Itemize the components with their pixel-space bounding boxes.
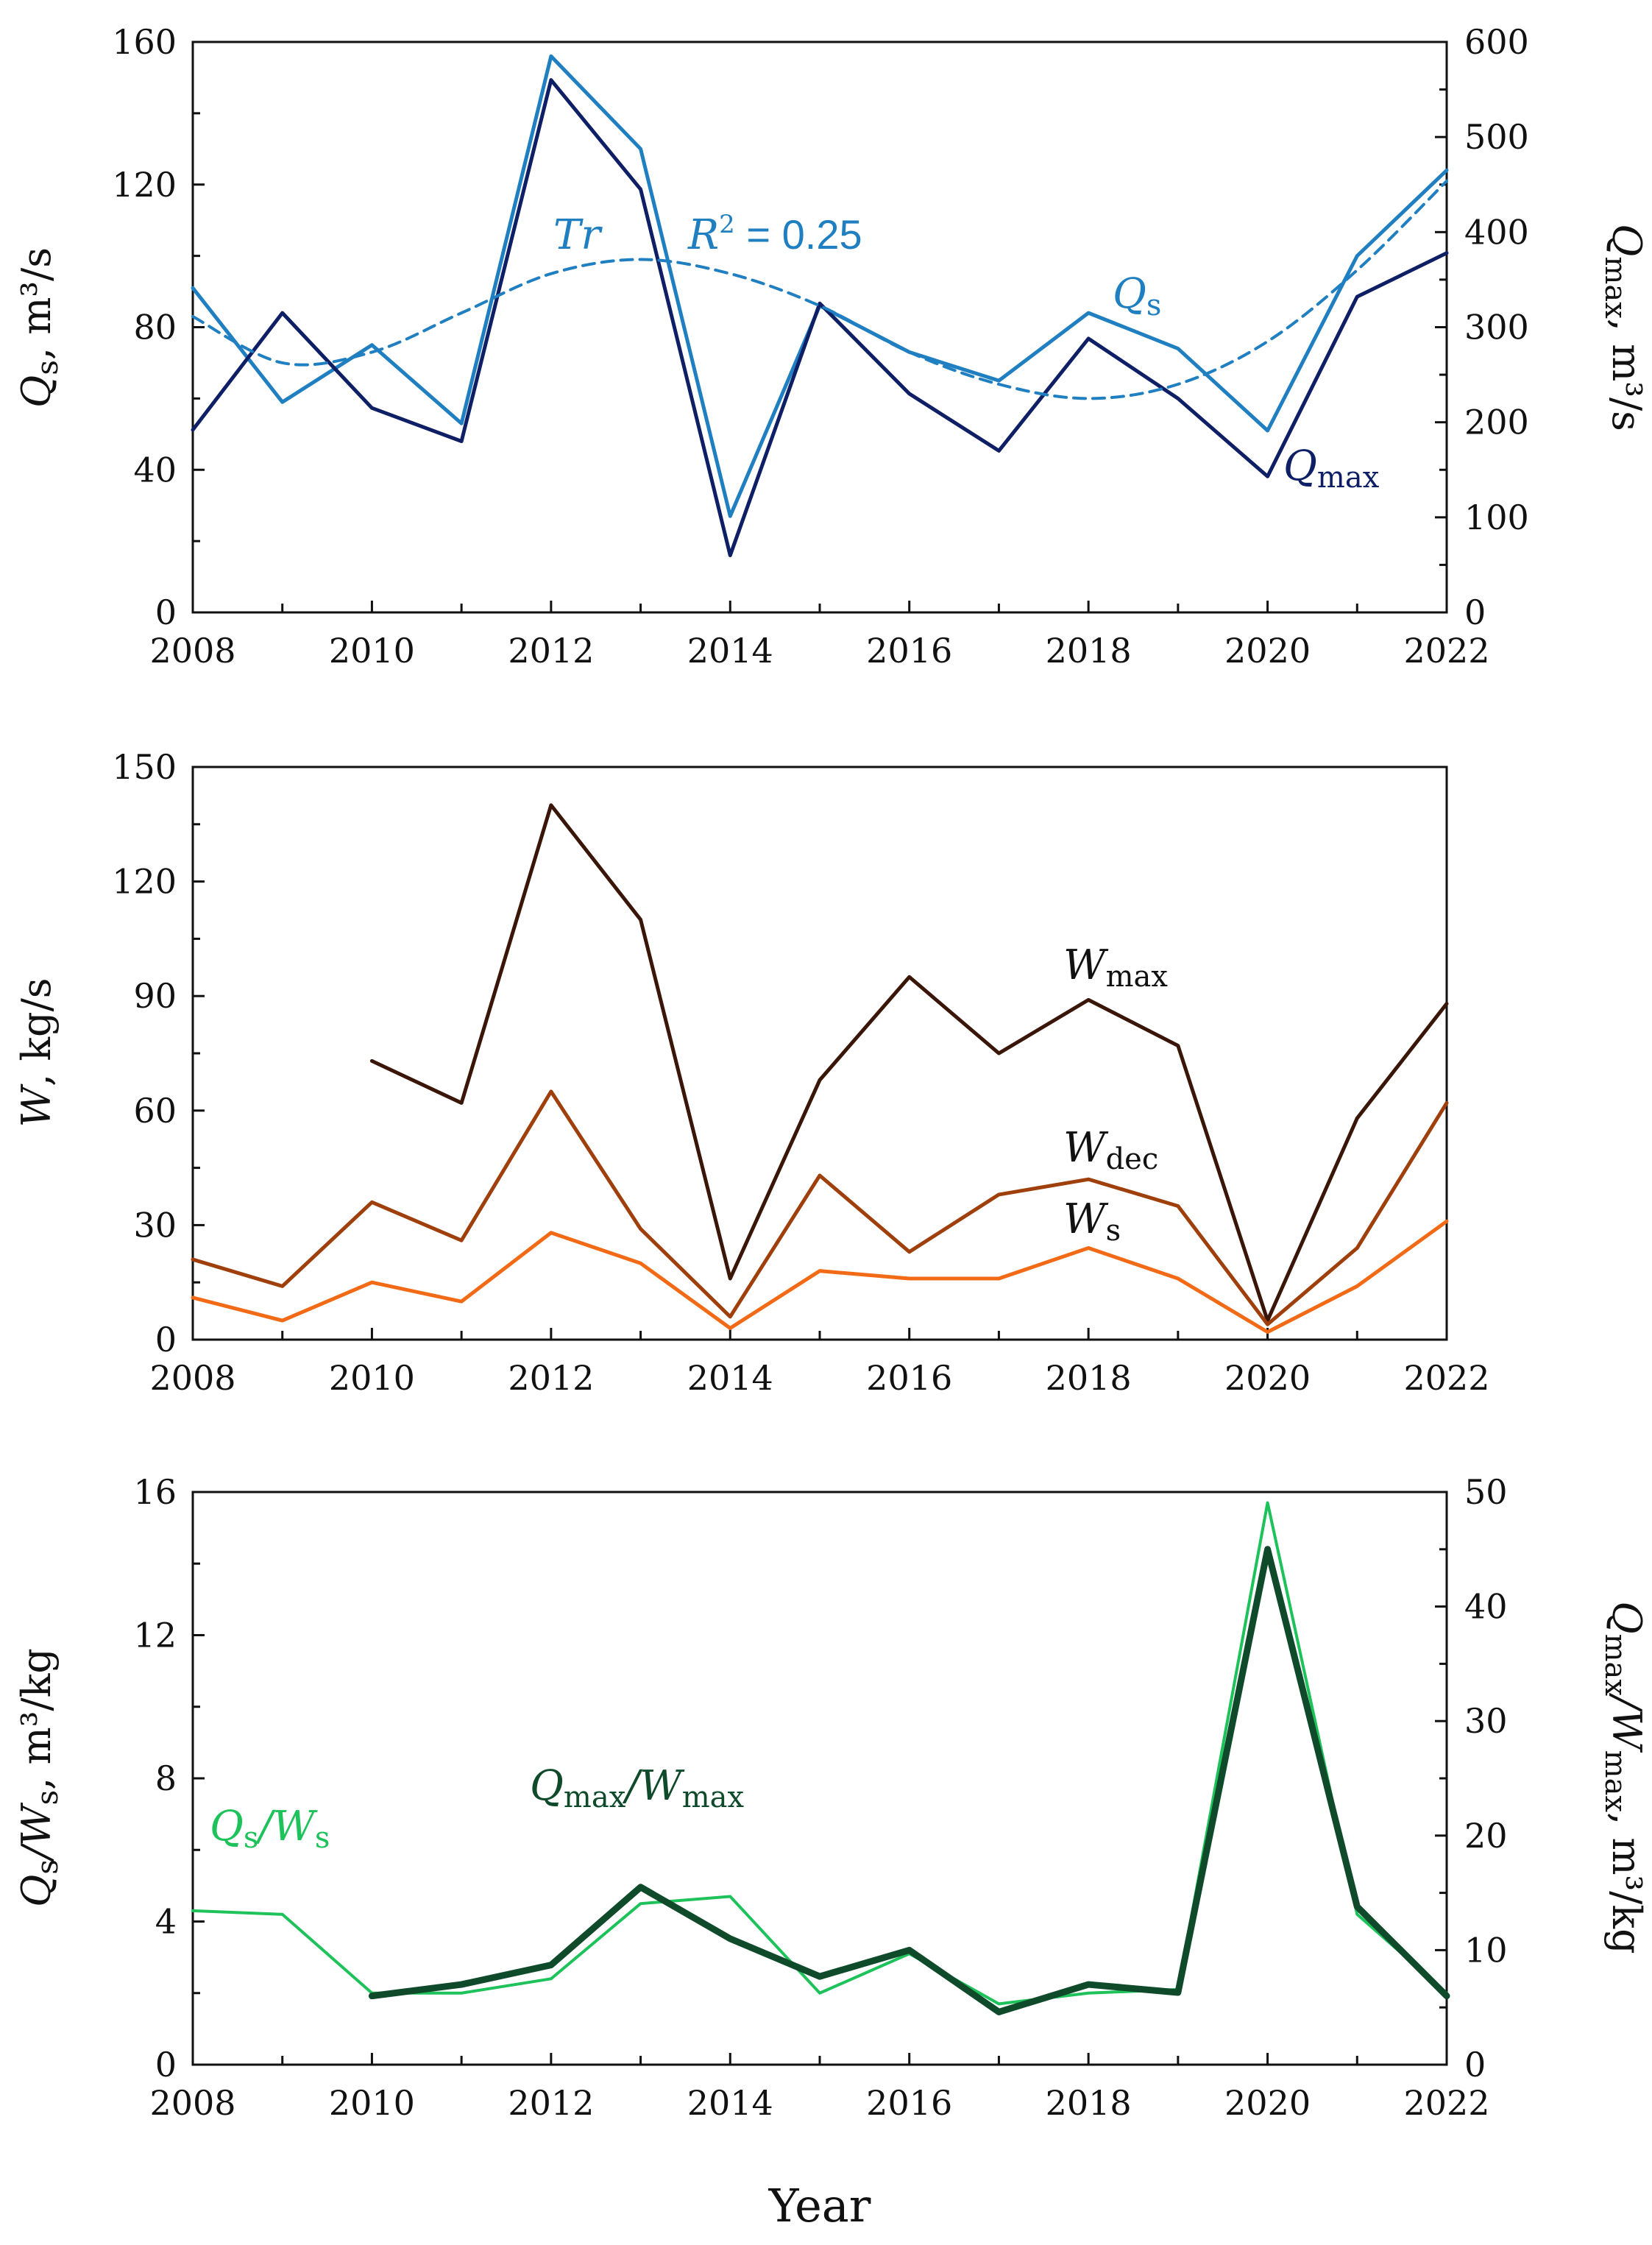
axis-ticks: [191, 1491, 1448, 2066]
y2-tick-label: 30: [1464, 1701, 1508, 1741]
label-tr: Tr: [553, 211, 603, 259]
y-tick-labels-left: 0 30 60 90 120 150: [112, 747, 177, 1360]
series-line-qs: [191, 54, 1449, 518]
y-tick-label: 40: [133, 450, 177, 489]
y2-tick-label: 600: [1464, 22, 1529, 62]
y-tick-label: 4: [155, 1902, 177, 1942]
series-lines: [191, 803, 1449, 1334]
x-tick-label: 2012: [508, 2083, 594, 2123]
x-tick-label: 2022: [1403, 2083, 1489, 2123]
x-tick-labels: 2008 2010 2012 2014 2016 2018 2020 2022: [149, 1358, 1489, 1398]
discharge-chart: 2008 2010 2012 2014 2016 2018 2020 2022 0 40 80 12…: [13, 22, 1650, 671]
plot-area-frame: [191, 40, 1448, 614]
ratio-chart: 2008 2010 2012 2014 2016 2018 2020 2022 0481216…: [13, 1472, 1650, 2232]
y-tick-labels-left: 0 4 8 12 16: [133, 1472, 177, 2085]
x-tick-label: 2022: [1403, 631, 1489, 671]
x-tick-label: 2018: [1046, 2083, 1132, 2123]
x-tick-label: 2020: [1224, 2083, 1311, 2123]
plot-area-frame: [191, 766, 1448, 1341]
x-tick-label: 2008: [149, 1358, 235, 1398]
x-tick-label: 2016: [866, 631, 952, 671]
y-tick-labels-right: 0 10 20 30 40 50: [1464, 1472, 1508, 2085]
y-tick-label: 0: [155, 593, 177, 632]
x-tick-label: 2018: [1046, 631, 1132, 671]
y-tick-label: 60: [133, 1091, 177, 1131]
y-axis-title-right: Qmax, m³/s: [1598, 224, 1650, 431]
x-tick-label: 2012: [508, 631, 594, 671]
y-axis-title-left: Qs/Ws, m³/kg: [13, 1648, 65, 1907]
y-tick-labels-left: 0 40 80 120 160: [112, 22, 177, 632]
y-tick-label: 0: [155, 1320, 177, 1360]
x-tick-label: 2018: [1046, 1358, 1132, 1398]
label-wmax: Wmax: [1063, 941, 1168, 994]
y2-tick-label: 10: [1464, 1930, 1508, 1970]
x-tick-label: 2020: [1224, 631, 1311, 671]
label-wdec: Wdec: [1063, 1124, 1158, 1176]
y2-tick-label: 500: [1464, 117, 1529, 157]
y-axis-title-left: W, kg/s: [13, 977, 60, 1127]
y-tick-label: 160: [112, 22, 177, 62]
y2-tick-label: 400: [1464, 212, 1529, 252]
x-tick-label: 2020: [1224, 1358, 1311, 1398]
series-line-qmax-wmax: [368, 1546, 1450, 2015]
x-tick-label: 2016: [866, 2083, 952, 2123]
axis-ticks: [191, 766, 1448, 1341]
y-tick-label: 16: [133, 1472, 177, 1512]
x-tick-label: 2012: [508, 1358, 594, 1398]
x-tick-label: 2016: [866, 1358, 952, 1398]
y2-tick-label: 0: [1464, 593, 1486, 632]
series-line-wmax: [369, 803, 1449, 1323]
series-line-tr: [191, 179, 1448, 400]
y-tick-label: 0: [155, 2045, 177, 2085]
y-tick-label: 80: [133, 308, 177, 347]
label-qs-ws: Qs/Ws: [210, 1803, 330, 1855]
y2-tick-label: 100: [1464, 498, 1529, 537]
y2-tick-label: 0: [1464, 2045, 1486, 2085]
series-line-qmax: [191, 78, 1449, 557]
label-qs: Qs: [1113, 270, 1161, 322]
sediment-flux-chart: 2008 2010 2012 2014 2016 2018 2020 2022 0 30 60 90…: [13, 747, 1490, 1398]
y-tick-label: 90: [133, 976, 177, 1016]
y-axis-title-left: Qs, m³/s: [13, 247, 65, 408]
y-tick-label: 30: [133, 1205, 177, 1245]
y-tick-labels-right: 0 100 200 300 400 500 600: [1464, 22, 1529, 632]
series-lines: [191, 54, 1449, 557]
x-tick-label: 2010: [329, 631, 415, 671]
y2-tick-label: 50: [1464, 1472, 1508, 1512]
y-tick-label: 120: [112, 862, 177, 902]
y-tick-label: 12: [133, 1616, 177, 1655]
series-lines: [191, 1501, 1450, 2015]
y2-tick-label: 200: [1464, 403, 1529, 442]
x-tick-label: 2010: [329, 2083, 415, 2123]
label-r-squared: R2 = 0.25: [687, 210, 862, 259]
x-tick-label: 2008: [149, 631, 235, 671]
y2-tick-label: 20: [1464, 1816, 1508, 1856]
x-tick-label: 2010: [329, 1358, 415, 1398]
x-tick-label: 2022: [1403, 1358, 1489, 1398]
x-tick-label: 2008: [149, 2083, 235, 2123]
y-tick-label: 150: [112, 747, 177, 787]
y2-tick-label: 300: [1464, 308, 1529, 347]
label-qmax-wmax: Qmax/Wmax: [530, 1762, 744, 1814]
label-ws: Ws: [1063, 1195, 1121, 1248]
axis-ticks: [191, 40, 1448, 614]
y-axis-title-right: Qmax/Wmax, m³/kg: [1598, 1601, 1650, 1954]
x-axis-title: Year: [768, 2179, 871, 2232]
label-qmax: Qmax: [1283, 442, 1380, 495]
y-tick-label: 120: [112, 165, 177, 205]
x-tick-labels: 2008 2010 2012 2014 2016 2018 2020 2022: [149, 631, 1489, 671]
x-tick-label: 2014: [687, 1358, 773, 1398]
x-tick-label: 2014: [687, 2083, 773, 2123]
series-line-wdec: [191, 1089, 1449, 1326]
x-tick-labels: 2008 2010 2012 2014 2016 2018 2020 2022: [149, 2083, 1489, 2123]
series-line-ws: [191, 1219, 1449, 1334]
y-tick-label: 8: [155, 1758, 177, 1798]
y2-tick-label: 40: [1464, 1587, 1508, 1627]
x-tick-label: 2014: [687, 631, 773, 671]
